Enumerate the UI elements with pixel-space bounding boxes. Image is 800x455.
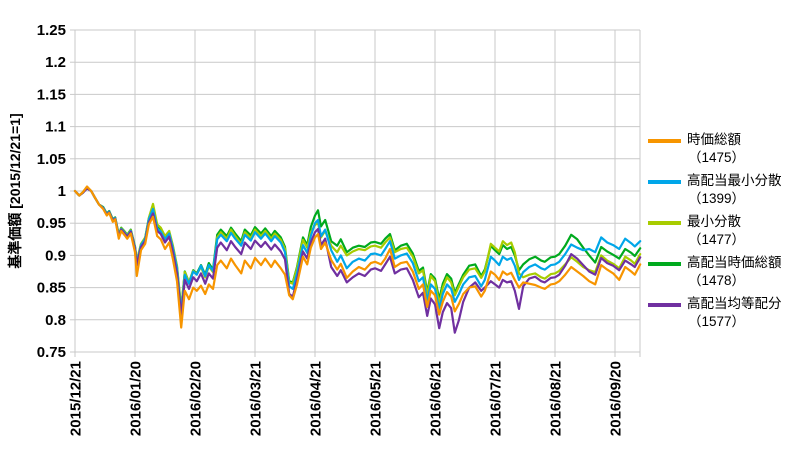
x-tick-label: 2016/05/21: [368, 361, 385, 436]
legend: 時価総額 （1475） 高配当最小分散 （1399） 最小分散 （1477） 高配当時価総額…: [648, 131, 798, 336]
legend-label: 時価総額 （1475）: [687, 132, 746, 165]
x-tick-label: 2016/03/21: [248, 361, 265, 436]
y-tick-label: 1.05: [37, 151, 66, 168]
x-tick-label: 2016/06/21: [428, 361, 445, 436]
x-tick-label: 2016/09/20: [608, 361, 625, 436]
legend-line-swatch: [648, 221, 681, 226]
x-tick-label: 2016/04/21: [308, 361, 325, 436]
y-tick-label: 1.15: [37, 86, 66, 103]
y-tick-label: 0.9: [45, 247, 66, 264]
x-tick-label: 2015/12/21: [68, 361, 85, 436]
legend-item: 高配当最小分散 （1399）: [648, 172, 798, 207]
legend-label: 高配当最小分散 （1399）: [687, 173, 782, 206]
legend-item: 高配当時価総額 （1478）: [648, 254, 798, 289]
y-axis-title: 基準価額 [2015/12/21=1]: [7, 113, 23, 269]
y-tick-label: 1.2: [45, 54, 66, 71]
y-tick-label: 0.95: [37, 215, 66, 232]
legend-item: 高配当均等配分 （1577）: [648, 295, 798, 330]
y-tick-label: 0.75: [37, 344, 66, 361]
y-tick-label: 1.25: [37, 22, 66, 39]
legend-label: 高配当均等配分 （1577）: [687, 296, 782, 329]
y-tick-label: 1.1: [45, 119, 66, 136]
legend-item: 最小分散 （1477）: [648, 213, 798, 248]
legend-item: 時価総額 （1475）: [648, 131, 798, 166]
x-tick-label: 2016/08/21: [548, 361, 565, 436]
legend-line-swatch: [648, 262, 681, 267]
y-tick-label: 0.8: [45, 312, 66, 329]
series-line-1: [73, 185, 642, 329]
legend-label: 最小分散 （1477）: [687, 214, 746, 247]
y-tick-label: 0.85: [37, 280, 66, 297]
legend-line-swatch: [648, 303, 681, 308]
y-tick-label: 1: [58, 183, 66, 200]
legend-label: 高配当時価総額 （1478）: [687, 255, 782, 288]
legend-line-swatch: [648, 180, 681, 185]
x-tick-label: 2016/07/21: [488, 361, 505, 436]
x-tick-label: 2016/02/20: [188, 361, 205, 436]
x-tick-label: 2016/01/20: [128, 361, 145, 436]
legend-line-swatch: [648, 139, 681, 143]
